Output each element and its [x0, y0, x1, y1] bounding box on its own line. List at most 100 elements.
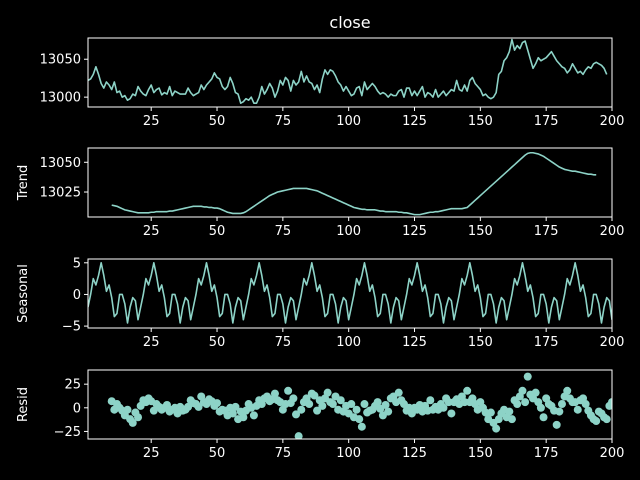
scatter-point — [270, 389, 279, 398]
x-tick-label: 200 — [600, 335, 625, 350]
scatter-point — [463, 386, 472, 395]
scatter-point — [323, 388, 332, 397]
panel-trend: 25 50 75 100 125 150 175 200 13025 13050 Trend — [16, 147, 625, 239]
axes-frame — [87, 258, 613, 329]
x-tick-label: 175 — [534, 335, 559, 350]
x-tick-label: 125 — [402, 335, 427, 350]
x-tick-label: 175 — [534, 224, 559, 239]
scatter-point — [355, 415, 364, 424]
panel-close: close 25 50 75 100 125 150 175 200 13000 13050 — [40, 13, 625, 129]
scatter-point — [492, 424, 501, 433]
scatter-point — [128, 418, 137, 427]
x-tick-label: 125 — [402, 446, 427, 461]
scatter-point — [239, 413, 248, 422]
scatter-point — [357, 422, 366, 431]
panel-seasonal: 25 50 75 100 125 150 175 200 −5 0 5 Seasonal — [16, 256, 624, 350]
x-tick-label: 75 — [275, 446, 292, 461]
panel-title: close — [329, 13, 370, 32]
x-tick-label: 50 — [209, 224, 226, 239]
x-tick-label: 25 — [143, 446, 160, 461]
scatter-point — [352, 405, 361, 414]
scatter-point — [608, 398, 612, 407]
axes-frame — [87, 37, 613, 108]
x-tick-label: 125 — [402, 114, 427, 129]
scatter-point — [284, 386, 293, 395]
x-tick-label: 200 — [600, 224, 625, 239]
x-tick-label: 200 — [600, 114, 625, 129]
x-tick-label: 175 — [534, 446, 559, 461]
scatter-point — [426, 396, 435, 405]
scatter-point — [552, 420, 561, 429]
axes-frame — [87, 147, 613, 218]
x-tick-label: 75 — [275, 335, 292, 350]
x-tick-label: 75 — [275, 114, 292, 129]
scatter-point — [439, 403, 448, 412]
x-tick-label: 100 — [336, 446, 361, 461]
scatter-point — [384, 407, 393, 416]
scatter-point — [536, 403, 545, 412]
scatter-point — [347, 400, 356, 409]
x-tick-label: 150 — [468, 446, 493, 461]
scatter-point — [557, 400, 566, 409]
scatter-point — [373, 398, 382, 407]
x-tick-label: 125 — [402, 224, 427, 239]
y-tick-label: −25 — [54, 425, 81, 440]
scatter-point — [310, 391, 319, 400]
x-tick-label: 50 — [209, 446, 226, 461]
scatter-point — [447, 409, 456, 418]
y-tick-label: 0 — [73, 401, 81, 416]
scatter-point — [294, 432, 303, 439]
x-tick-label: 200 — [600, 446, 625, 461]
scatter-point — [581, 400, 590, 409]
scatter-point — [563, 386, 572, 395]
x-tick-label: 175 — [534, 114, 559, 129]
series-line — [88, 38, 608, 105]
y-tick-label: 25 — [64, 378, 81, 393]
x-tick-label: 50 — [209, 335, 226, 350]
scatter-point — [555, 407, 564, 416]
x-tick-label: 100 — [336, 335, 361, 350]
y-tick-label: −5 — [62, 320, 81, 335]
y-tick-label: 13000 — [40, 91, 81, 106]
scatter-point — [602, 415, 611, 424]
x-tick-label: 25 — [143, 335, 160, 350]
y-axis-label: Trend — [16, 165, 31, 202]
scatter-point — [360, 400, 369, 409]
scatter-point — [249, 411, 258, 420]
scatter-point — [162, 400, 171, 409]
scatter-points — [107, 372, 612, 439]
scatter-point — [505, 407, 514, 416]
scatter-point — [313, 406, 322, 415]
axes-frame — [87, 369, 613, 440]
scatter-point — [539, 413, 548, 422]
scatter-point — [194, 402, 203, 411]
scatter-point — [521, 398, 530, 407]
y-tick-label: 0 — [73, 288, 81, 303]
scatter-point — [297, 405, 306, 414]
scatter-point — [231, 402, 240, 411]
scatter-point — [336, 396, 345, 405]
series-line — [111, 151, 597, 216]
scatter-point — [328, 400, 337, 409]
y-tick-label: 13050 — [40, 53, 81, 68]
scatter-point — [486, 408, 495, 417]
scatter-point — [213, 399, 222, 408]
scatter-point — [394, 388, 403, 397]
scatter-point — [573, 405, 582, 414]
x-tick-label: 25 — [143, 114, 160, 129]
scatter-point — [531, 388, 540, 397]
scatter-point — [518, 386, 527, 395]
scatter-point — [523, 372, 532, 381]
y-tick-label: 13050 — [40, 156, 81, 171]
scatter-point — [289, 394, 298, 403]
x-tick-label: 25 — [143, 224, 160, 239]
x-tick-label: 150 — [468, 114, 493, 129]
scatter-point — [318, 401, 327, 410]
y-axis-label: Resid — [16, 387, 31, 422]
scatter-point — [134, 413, 143, 422]
y-axis-label: Seasonal — [16, 264, 31, 323]
scatter-point — [507, 415, 516, 424]
scatter-point — [228, 409, 237, 418]
scatter-point — [123, 405, 132, 414]
